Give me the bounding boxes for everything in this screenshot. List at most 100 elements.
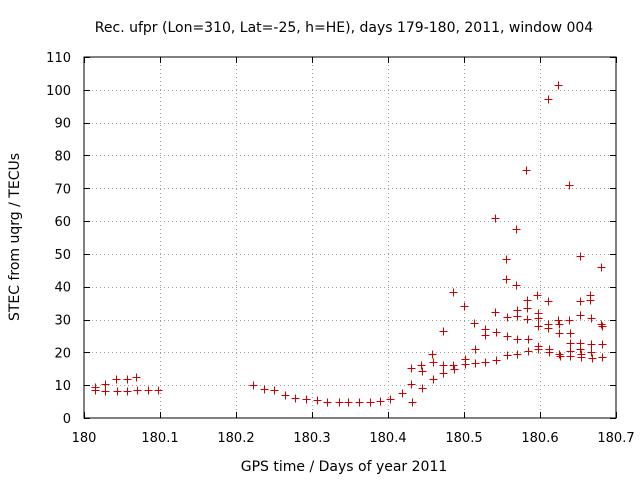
data-point bbox=[566, 352, 575, 361]
data-point bbox=[471, 359, 480, 368]
data-point bbox=[270, 386, 279, 395]
data-point bbox=[566, 329, 575, 338]
data-point bbox=[524, 347, 533, 356]
y-tick-label: 20 bbox=[54, 346, 71, 361]
data-point bbox=[597, 263, 606, 272]
data-point bbox=[503, 351, 512, 360]
data-point bbox=[534, 314, 543, 323]
y-tick-label: 80 bbox=[54, 149, 71, 164]
data-point bbox=[281, 391, 290, 400]
grid bbox=[84, 57, 616, 418]
data-point bbox=[407, 380, 416, 389]
data-point bbox=[576, 311, 585, 320]
data-point bbox=[101, 387, 110, 396]
x-tick-label: 180.7 bbox=[597, 431, 634, 446]
data-point bbox=[587, 340, 596, 349]
data-point bbox=[132, 373, 141, 382]
data-point bbox=[586, 296, 595, 305]
data-point bbox=[461, 360, 470, 369]
data-point bbox=[598, 340, 607, 349]
data-point bbox=[556, 352, 565, 361]
tick-labels: 180 180.1 180.2 180.3 180.4 180.5 180.6 180.7 0 1… bbox=[46, 51, 634, 446]
data-point bbox=[249, 381, 258, 390]
data-point bbox=[576, 297, 585, 306]
y-tick-label: 50 bbox=[54, 248, 71, 263]
data-point bbox=[344, 398, 353, 407]
data-point bbox=[534, 345, 543, 354]
data-point bbox=[470, 319, 479, 328]
data-point bbox=[524, 335, 533, 344]
y-tick-label: 0 bbox=[63, 412, 71, 427]
x-tick-label: 180.4 bbox=[369, 431, 406, 446]
data-point bbox=[512, 225, 521, 234]
data-point bbox=[522, 166, 531, 175]
data-point bbox=[492, 328, 501, 337]
data-point bbox=[534, 322, 543, 331]
data-point bbox=[418, 367, 427, 376]
data-point bbox=[555, 320, 564, 329]
data-point bbox=[545, 348, 554, 357]
y-tick-label: 30 bbox=[54, 314, 71, 329]
data-point bbox=[429, 358, 438, 367]
data-point bbox=[544, 297, 553, 306]
x-tick-label: 180 bbox=[72, 431, 97, 446]
data-point bbox=[428, 350, 437, 359]
data-point bbox=[407, 364, 416, 373]
data-point bbox=[555, 329, 564, 338]
data-point bbox=[533, 291, 542, 300]
data-point bbox=[577, 353, 586, 362]
data-point bbox=[113, 387, 122, 396]
x-tick-label: 180.5 bbox=[445, 431, 482, 446]
data-point bbox=[491, 214, 500, 223]
data-point bbox=[386, 395, 395, 404]
data-point bbox=[302, 395, 311, 404]
data-point bbox=[335, 398, 344, 407]
data-points bbox=[91, 81, 607, 407]
y-axis-title: STEC from uqrg / TECUs bbox=[7, 153, 23, 321]
data-point bbox=[503, 313, 512, 322]
data-point bbox=[471, 345, 480, 354]
data-point bbox=[101, 380, 110, 389]
data-point bbox=[513, 350, 522, 359]
data-point bbox=[554, 81, 563, 90]
data-point bbox=[112, 375, 121, 384]
data-point bbox=[144, 386, 153, 395]
y-tick-label: 40 bbox=[54, 281, 71, 296]
data-point bbox=[123, 387, 132, 396]
data-point bbox=[366, 398, 375, 407]
data-point bbox=[544, 324, 553, 333]
y-tick-label: 70 bbox=[54, 182, 71, 197]
data-point bbox=[376, 397, 385, 406]
data-point bbox=[503, 332, 512, 341]
data-point bbox=[291, 394, 300, 403]
data-point bbox=[523, 315, 532, 324]
y-tick-label: 10 bbox=[54, 379, 71, 394]
data-point bbox=[481, 358, 490, 367]
data-point bbox=[323, 398, 332, 407]
x-tick-label: 180.2 bbox=[217, 431, 254, 446]
data-point bbox=[313, 396, 322, 405]
data-point bbox=[512, 281, 521, 290]
data-point bbox=[460, 302, 469, 311]
data-point bbox=[502, 255, 511, 264]
data-point bbox=[554, 316, 563, 325]
data-point bbox=[587, 314, 596, 323]
data-point bbox=[417, 361, 426, 370]
data-point bbox=[523, 304, 532, 313]
data-point bbox=[598, 353, 607, 362]
data-point bbox=[481, 331, 490, 340]
data-point bbox=[565, 181, 574, 190]
data-point bbox=[523, 296, 532, 305]
axis-ticks bbox=[84, 57, 617, 419]
data-point bbox=[513, 312, 522, 321]
x-tick-label: 180.3 bbox=[293, 431, 330, 446]
data-point bbox=[449, 288, 458, 297]
data-point bbox=[576, 252, 585, 261]
data-point bbox=[355, 398, 364, 407]
data-point bbox=[566, 339, 575, 348]
data-point bbox=[123, 375, 132, 384]
data-point bbox=[260, 385, 269, 394]
data-point bbox=[408, 398, 417, 407]
data-point bbox=[449, 361, 458, 370]
